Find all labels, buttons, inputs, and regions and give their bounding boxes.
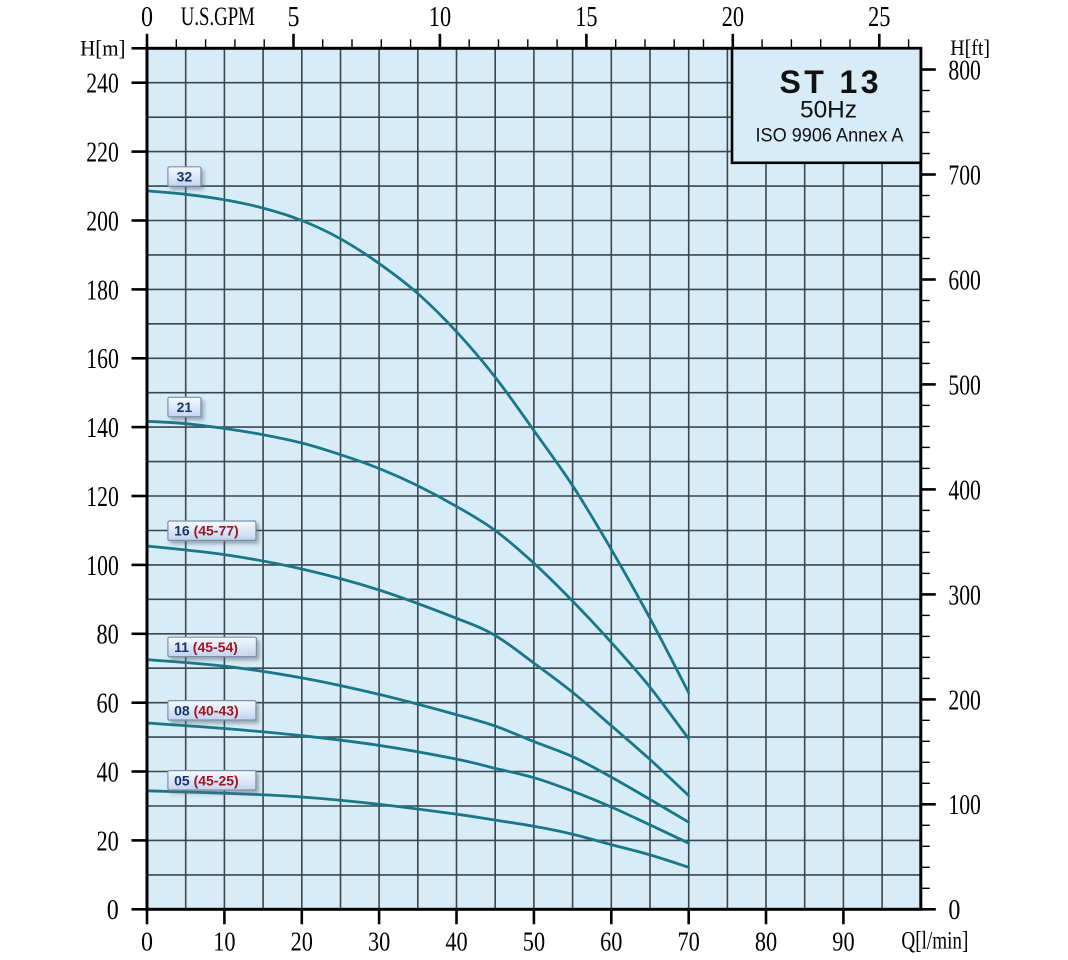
svg-text:60: 60	[97, 688, 119, 720]
svg-text:200: 200	[948, 684, 981, 716]
svg-text:0: 0	[141, 927, 153, 957]
svg-text:08 (40-43): 08 (40-43)	[174, 702, 239, 718]
svg-text:200: 200	[86, 205, 119, 237]
svg-text:20: 20	[291, 927, 313, 957]
svg-text:140: 140	[86, 412, 119, 444]
svg-text:11 (45-54): 11 (45-54)	[174, 639, 238, 655]
svg-text:50: 50	[523, 927, 545, 957]
svg-text:0: 0	[107, 894, 119, 926]
svg-text:100: 100	[86, 550, 119, 582]
svg-text:700: 700	[948, 159, 981, 191]
svg-text:160: 160	[86, 343, 119, 375]
svg-text:10: 10	[213, 927, 235, 957]
svg-text:05 (45-25): 05 (45-25)	[174, 772, 239, 788]
svg-text:20: 20	[97, 825, 119, 857]
svg-text:Q[l/min]: Q[l/min]	[901, 928, 968, 955]
svg-text:0: 0	[948, 894, 960, 926]
svg-text:800: 800	[948, 54, 981, 86]
svg-text:90: 90	[832, 927, 854, 957]
svg-text:600: 600	[948, 264, 981, 296]
svg-text:5: 5	[288, 2, 300, 33]
svg-text:300: 300	[948, 579, 981, 611]
svg-text:U.S.GPM: U.S.GPM	[181, 2, 255, 31]
svg-text:40: 40	[445, 927, 467, 957]
svg-text:20: 20	[722, 2, 744, 33]
svg-text:0: 0	[141, 2, 153, 33]
svg-text:15: 15	[575, 2, 597, 33]
svg-text:220: 220	[86, 137, 119, 169]
svg-text:32: 32	[177, 169, 193, 185]
svg-text:21: 21	[177, 399, 193, 415]
svg-text:10: 10	[429, 2, 451, 33]
svg-text:240: 240	[86, 68, 119, 100]
svg-text:180: 180	[86, 274, 119, 306]
svg-text:80: 80	[97, 619, 119, 651]
svg-text:H[m]: H[m]	[80, 35, 125, 60]
svg-text:ST 13: ST 13	[780, 64, 879, 100]
svg-text:25: 25	[868, 2, 890, 33]
svg-text:120: 120	[86, 481, 119, 513]
svg-text:50Hz: 50Hz	[800, 97, 857, 124]
svg-text:H[ft]: H[ft]	[950, 35, 990, 60]
svg-text:60: 60	[600, 927, 622, 957]
svg-text:30: 30	[368, 927, 390, 957]
svg-text:80: 80	[755, 927, 777, 957]
svg-text:400: 400	[948, 474, 981, 506]
svg-text:ISO 9906 Annex A: ISO 9906 Annex A	[756, 126, 904, 147]
svg-text:16 (45-77): 16 (45-77)	[174, 523, 239, 539]
svg-text:70: 70	[678, 927, 700, 957]
svg-text:40: 40	[97, 756, 119, 788]
svg-text:100: 100	[948, 789, 981, 821]
svg-text:500: 500	[948, 369, 981, 401]
